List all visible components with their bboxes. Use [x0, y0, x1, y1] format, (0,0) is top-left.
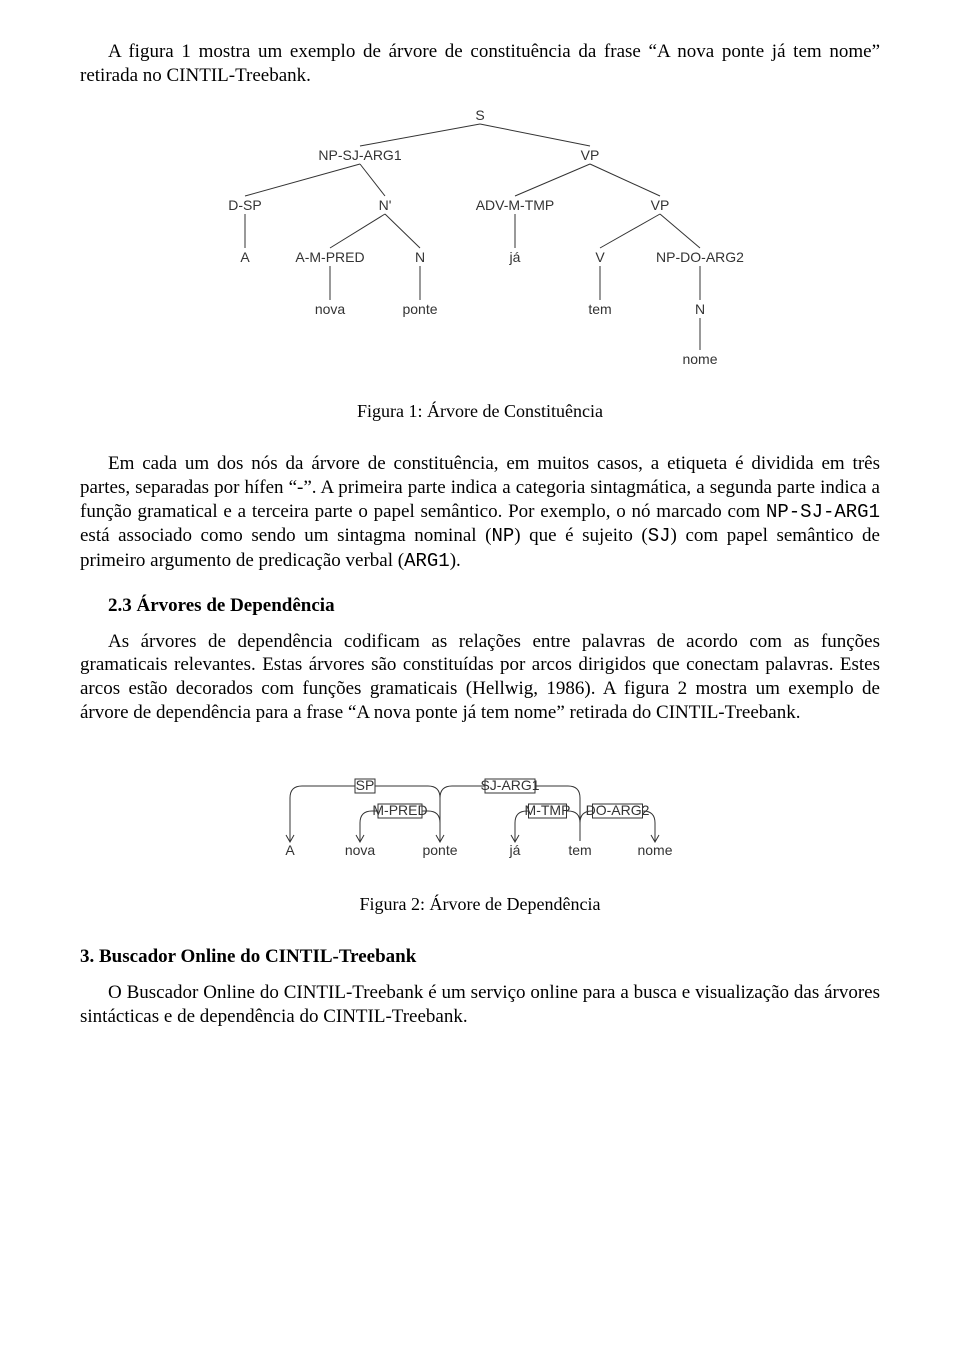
- svg-text:nome: nome: [682, 351, 717, 367]
- para2-text-e: ).: [450, 550, 461, 571]
- svg-text:M-TMP: M-TMP: [525, 802, 571, 818]
- svg-text:D-SP: D-SP: [228, 197, 261, 213]
- svg-text:DO-ARG2: DO-ARG2: [586, 802, 650, 818]
- svg-text:M-PRED: M-PRED: [372, 802, 427, 818]
- svg-text:A-M-PRED: A-M-PRED: [295, 249, 364, 265]
- svg-text:ponte: ponte: [402, 301, 437, 317]
- svg-text:já: já: [509, 249, 521, 265]
- code-sj: SJ: [648, 525, 671, 547]
- para2-text-a: Em cada um dos nós da árvore de constitu…: [80, 453, 880, 522]
- body-paragraph-3: As árvores de dependência codificam as r…: [80, 630, 880, 725]
- constituency-tree-svg: S NP-SJ-ARG1 VP D-SP N' ADV-M-TMP VP A A-M-PRED N…: [190, 102, 770, 382]
- svg-text:nova: nova: [315, 301, 346, 317]
- body-paragraph-4: O Buscador Online do CINTIL-Treebank é u…: [80, 981, 880, 1029]
- svg-text:N: N: [415, 249, 425, 265]
- svg-text:S: S: [475, 107, 484, 123]
- intro-paragraph: A figura 1 mostra um exemplo de árvore d…: [80, 40, 880, 88]
- figure-2-caption: Figura 2: Árvore de Dependência: [80, 893, 880, 916]
- code-np: NP: [491, 525, 514, 547]
- svg-text:SP: SP: [356, 777, 375, 793]
- section-2-3-title: 2.3 Árvores de Dependência: [80, 594, 880, 618]
- svg-text:N: N: [695, 301, 705, 317]
- para2-text-c: ) que é sujeito (: [514, 525, 647, 546]
- dependency-arcs-svg: SP M-PRED SJ-ARG1 M-TMP DO-ARG2 Anova ponte já t…: [260, 765, 700, 875]
- figure-1-tree: S NP-SJ-ARG1 VP D-SP N' ADV-M-TMP VP A A-M-PRED N…: [80, 102, 880, 382]
- svg-text:nome: nome: [637, 842, 672, 858]
- para2-text-b: está associado como sendo um sintagma no…: [80, 525, 491, 546]
- svg-text:SJ-ARG1: SJ-ARG1: [480, 777, 539, 793]
- svg-text:nova: nova: [345, 842, 376, 858]
- svg-text:V: V: [595, 249, 605, 265]
- svg-text:VP: VP: [651, 197, 670, 213]
- body-paragraph-2: Em cada um dos nós da árvore de constitu…: [80, 452, 880, 574]
- code-arg1: ARG1: [404, 550, 450, 572]
- figure-1-caption: Figura 1: Árvore de Constituência: [80, 400, 880, 423]
- svg-text:A: A: [240, 249, 250, 265]
- svg-text:ADV-M-TMP: ADV-M-TMP: [476, 197, 555, 213]
- svg-text:NP-DO-ARG2: NP-DO-ARG2: [656, 249, 744, 265]
- svg-text:A: A: [285, 842, 295, 858]
- svg-text:tem: tem: [588, 301, 611, 317]
- svg-text:já: já: [509, 842, 521, 858]
- svg-text:N': N': [379, 197, 392, 213]
- figure-2-dependency: SP M-PRED SJ-ARG1 M-TMP DO-ARG2 Anova ponte já t…: [80, 765, 880, 875]
- svg-text:VP: VP: [581, 147, 600, 163]
- svg-text:ponte: ponte: [422, 842, 457, 858]
- svg-text:tem: tem: [568, 842, 591, 858]
- code-npsjarg1: NP-SJ-ARG1: [766, 501, 880, 523]
- section-3-title: 3. Buscador Online do CINTIL-Treebank: [80, 945, 880, 969]
- svg-text:NP-SJ-ARG1: NP-SJ-ARG1: [318, 147, 401, 163]
